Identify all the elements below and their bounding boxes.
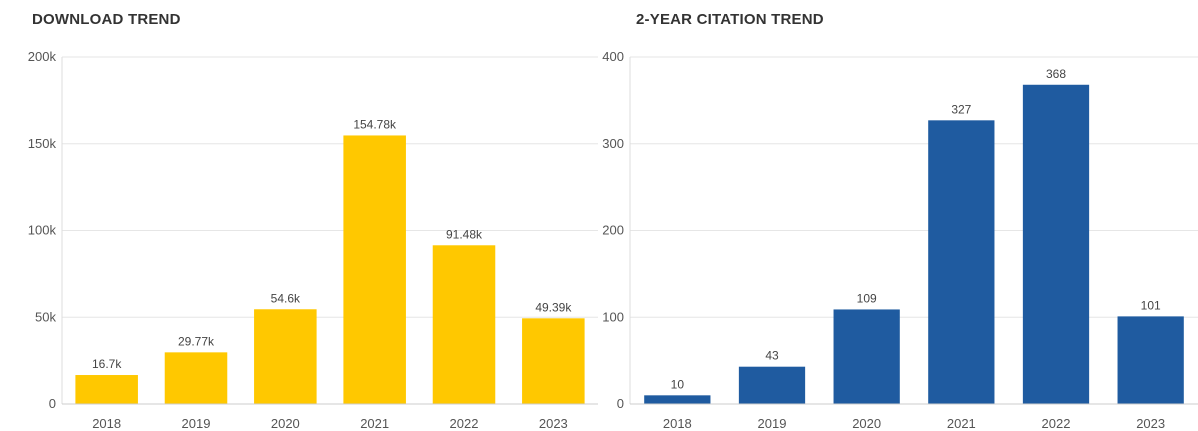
- bar-2018: [644, 395, 711, 404]
- data-label: 43: [765, 349, 779, 363]
- data-label: 49.39k: [535, 300, 572, 314]
- citation-trend-panel: 2-YEAR CITATION TREND 0 100 200 300 400 10 201…: [600, 0, 1198, 431]
- y-tick-label: 100: [602, 309, 624, 324]
- data-label: 327: [951, 102, 971, 116]
- x-tick-label: 2019: [758, 416, 787, 431]
- data-label: 368: [1046, 67, 1066, 81]
- data-label: 16.7k: [92, 357, 122, 371]
- x-tick-label: 2019: [182, 416, 211, 431]
- bar-2022: [432, 245, 496, 404]
- x-tick-label: 2022: [450, 416, 479, 431]
- data-label: 29.77k: [178, 334, 215, 348]
- citation-trend-chart: 0 100 200 300 400 10 2018 43 2019 109 2020 327 2021 3…: [602, 49, 1198, 431]
- bar-2023: [1117, 316, 1184, 404]
- y-tick-label: 50k: [35, 309, 56, 324]
- x-tick-label: 2023: [539, 416, 568, 431]
- y-tick-label: 300: [602, 136, 624, 151]
- x-tick-label: 2023: [1136, 416, 1165, 431]
- x-tick-label: 2022: [1042, 416, 1071, 431]
- download-trend-chart: 0 50k 100k 150k 200k 16.7k 2018 29.77k 2019 54.6k…: [28, 49, 598, 431]
- y-tick-label: 200: [602, 223, 624, 238]
- bar-2019: [164, 352, 228, 404]
- data-label: 154.78k: [353, 117, 397, 131]
- y-tick-label: 100k: [28, 223, 57, 238]
- citation-trend-title: 2-YEAR CITATION TREND: [636, 11, 824, 28]
- x-tick-label: 2020: [852, 416, 881, 431]
- x-tick-label: 2021: [947, 416, 976, 431]
- y-tick-label: 200k: [28, 49, 57, 64]
- data-label: 10: [671, 377, 685, 391]
- download-trend-panel: DOWNLOAD TREND 0 50k 100k 150k 200k 16.7k 2018…: [28, 11, 598, 431]
- y-tick-label: 0: [49, 396, 56, 411]
- x-tick-label: 2018: [663, 416, 692, 431]
- bar-2018: [75, 375, 138, 404]
- bar-2020: [254, 309, 317, 404]
- data-label: 109: [857, 291, 877, 305]
- x-tick-label: 2021: [360, 416, 389, 431]
- y-tick-label: 400: [602, 49, 624, 64]
- data-label: 54.6k: [271, 291, 301, 305]
- x-tick-label: 2018: [92, 416, 121, 431]
- bar-2022: [1022, 84, 1090, 404]
- bar-2021: [928, 120, 995, 404]
- y-tick-label: 0: [617, 396, 624, 411]
- data-label: 91.48k: [446, 227, 483, 241]
- bar-2023: [522, 318, 585, 404]
- bar-2019: [738, 366, 806, 404]
- bar-2021: [343, 135, 406, 404]
- data-label: 101: [1141, 298, 1161, 312]
- bar-2020: [833, 309, 900, 404]
- download-trend-title: DOWNLOAD TREND: [32, 11, 181, 28]
- x-tick-label: 2020: [271, 416, 300, 431]
- y-tick-label: 150k: [28, 136, 57, 151]
